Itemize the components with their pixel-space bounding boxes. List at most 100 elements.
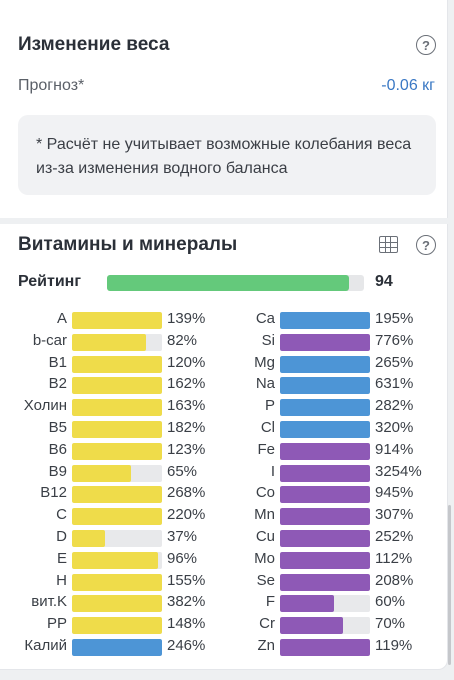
nutrient-name: вит.K bbox=[31, 593, 67, 611]
weight-change-title: Изменение веса bbox=[18, 34, 170, 55]
nutrient-bar-fill bbox=[72, 639, 162, 656]
nutrient-row: D 37% bbox=[0, 528, 448, 548]
rating-bar-fill bbox=[107, 275, 349, 291]
nutrient-row: B2 162% bbox=[0, 375, 448, 395]
nutrient-name: D bbox=[56, 528, 67, 545]
scrollbar[interactable] bbox=[448, 505, 451, 665]
nutrient-name: Mn bbox=[254, 506, 275, 524]
help-icon[interactable]: ? bbox=[416, 235, 436, 255]
nutrient-name: I bbox=[270, 462, 275, 480]
nutrient-name: B1 bbox=[48, 353, 67, 371]
nutrient-percent: 60% bbox=[375, 593, 406, 611]
nutrient-percent: 246% bbox=[167, 637, 206, 654]
nutrient-bar bbox=[72, 333, 162, 351]
nutrient-name: E bbox=[56, 549, 67, 567]
nutrient-percent: 123% bbox=[167, 440, 206, 458]
nutrient-bar bbox=[72, 399, 162, 417]
nutrient-name: C bbox=[56, 506, 67, 524]
nutrient-name: B2 bbox=[48, 375, 67, 393]
nutrient-bar bbox=[72, 617, 162, 635]
nutrient-name: P bbox=[264, 397, 275, 415]
nutrient-row: B6 123% bbox=[0, 441, 448, 461]
nutrient-name: Zn bbox=[257, 637, 275, 654]
nutrient-row: H 155% bbox=[0, 572, 448, 592]
nutrient-bar bbox=[280, 486, 370, 504]
nutrient-bar bbox=[280, 312, 370, 329]
nutrient-bar bbox=[72, 377, 162, 395]
nutrient-row: A 139% bbox=[0, 310, 448, 330]
nutrient-row: Zn 119% bbox=[0, 637, 448, 657]
nutrient-bar-fill bbox=[280, 639, 370, 656]
nutrient-bar-fill bbox=[280, 486, 370, 504]
nutrient-row: B9 65% bbox=[0, 463, 448, 483]
table-icon[interactable] bbox=[379, 236, 398, 253]
nutrient-row: B1 120% bbox=[0, 354, 448, 374]
nutrient-percent: 382% bbox=[167, 593, 206, 611]
nutrient-bar bbox=[72, 464, 162, 482]
nutrient-row: Na 631% bbox=[0, 375, 448, 395]
nutrient-name: Si bbox=[261, 331, 275, 349]
nutrient-bar bbox=[72, 442, 162, 460]
nutrient-row: B12 268% bbox=[0, 484, 448, 504]
nutrient-row: Ca 195% bbox=[0, 310, 448, 330]
nutrient-name: Холин bbox=[23, 397, 67, 415]
nutrient-row: C 220% bbox=[0, 506, 448, 526]
nutrient-name: Na bbox=[255, 375, 275, 393]
nutrient-row: Co 945% bbox=[0, 484, 448, 504]
nutrient-bar bbox=[72, 573, 162, 591]
vitamins-minerals-card: Витамины и минералы ? Рейтинг 94 A 139% b-… bbox=[0, 224, 448, 670]
nutrient-percent: 320% bbox=[375, 419, 414, 436]
nutrient-bar bbox=[280, 573, 370, 591]
nutrient-row: Si 776% bbox=[0, 332, 448, 352]
nutrient-bar-fill bbox=[72, 421, 162, 438]
nutrient-row: Cu 252% bbox=[0, 528, 448, 548]
nutrient-row: Mn 307% bbox=[0, 506, 448, 526]
nutrient-bar-fill bbox=[72, 617, 162, 635]
nutrient-name: PP bbox=[46, 615, 67, 633]
nutrient-bar-fill bbox=[72, 377, 162, 395]
nutrient-bar bbox=[72, 595, 162, 613]
nutrient-bar-fill bbox=[280, 508, 370, 526]
nutrient-bar bbox=[280, 639, 370, 656]
nutrient-row: b-car 82% bbox=[0, 332, 448, 352]
nutrient-percent: 139% bbox=[167, 310, 206, 327]
nutrient-percent: 945% bbox=[375, 484, 414, 502]
nutrient-name: b-car bbox=[32, 331, 67, 349]
nutrient-row: E 96% bbox=[0, 550, 448, 570]
nutrient-bar-fill bbox=[72, 508, 162, 526]
nutrient-bar bbox=[72, 551, 162, 569]
nutrient-percent: 163% bbox=[167, 397, 206, 415]
nutrient-bar-fill bbox=[280, 421, 370, 438]
nutrient-bar bbox=[72, 355, 162, 373]
nutrient-bar bbox=[280, 508, 370, 526]
nutrient-row: I 3254% bbox=[0, 463, 448, 483]
nutrient-name: Cr bbox=[259, 615, 275, 633]
help-icon[interactable]: ? bbox=[416, 35, 436, 55]
nutrient-bar bbox=[72, 486, 162, 504]
nutrient-row: Se 208% bbox=[0, 572, 448, 592]
nutrient-percent: 96% bbox=[167, 549, 198, 567]
nutrient-name: Mg bbox=[254, 353, 275, 371]
nutrient-percent: 119% bbox=[375, 637, 413, 654]
nutrient-percent: 268% bbox=[167, 484, 206, 502]
nutrient-bar bbox=[72, 508, 162, 526]
nutrient-bar-fill bbox=[72, 530, 106, 547]
nutrient-name: Cu bbox=[255, 528, 275, 545]
rating-bar bbox=[107, 275, 364, 291]
nutrient-bar bbox=[280, 595, 370, 613]
nutrient-bar-fill bbox=[72, 595, 162, 613]
nutrient-bar-fill bbox=[280, 312, 370, 329]
nutrient-percent: 252% bbox=[375, 528, 414, 545]
nutrient-name: H bbox=[56, 571, 67, 589]
nutrient-bar-fill bbox=[280, 399, 370, 417]
nutrient-percent: 112% bbox=[375, 549, 413, 567]
nutrient-percent: 265% bbox=[375, 353, 414, 371]
nutrient-bar bbox=[280, 355, 370, 373]
nutrient-name: Mo bbox=[254, 549, 275, 567]
nutrient-bar-fill bbox=[280, 551, 370, 569]
nutrient-row: Cr 70% bbox=[0, 615, 448, 635]
nutrient-percent: 65% bbox=[167, 462, 198, 480]
nutrient-row: P 282% bbox=[0, 397, 448, 417]
nutrient-row: Cl 320% bbox=[0, 419, 448, 439]
nutrient-bar-fill bbox=[280, 595, 334, 613]
